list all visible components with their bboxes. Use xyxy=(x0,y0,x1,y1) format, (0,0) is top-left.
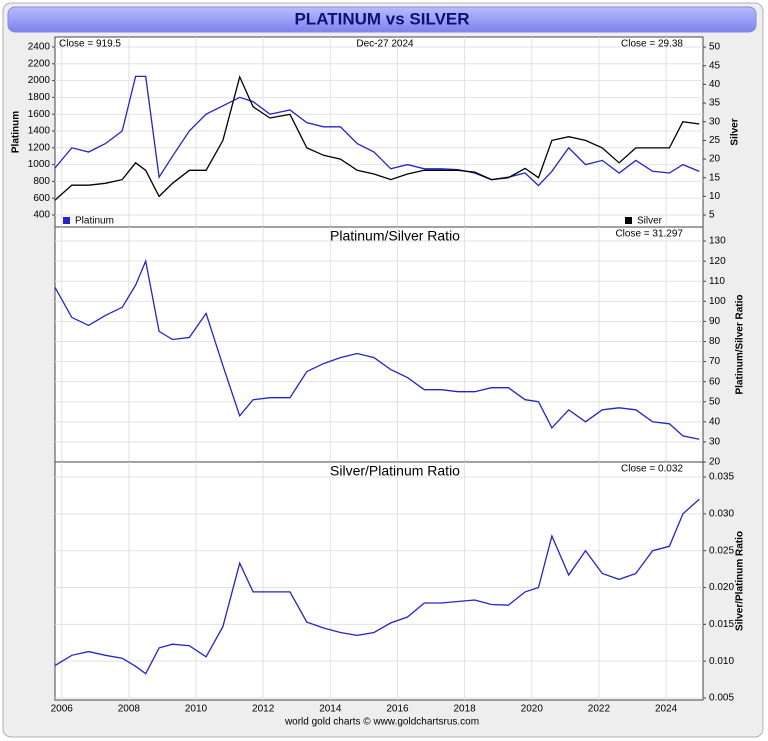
x-tick-label: 2014 xyxy=(319,704,342,715)
x-tick-label: 2006 xyxy=(51,704,74,715)
title-bar xyxy=(7,6,757,33)
y-tick-label: 70 xyxy=(709,356,721,367)
y-tick-label: 60 xyxy=(709,376,721,387)
close-note: Close = 31.297 xyxy=(615,229,683,240)
panel-title: Silver/Platinum Ratio xyxy=(330,463,460,479)
panel-title: Platinum/Silver Ratio xyxy=(330,228,460,244)
y-tick-label: 1200 xyxy=(28,142,51,153)
date-note: Dec-27 2024 xyxy=(356,39,414,50)
y-tick-label: 40 xyxy=(709,416,721,427)
legend-swatch xyxy=(63,217,70,224)
y2-tick-label: 40 xyxy=(709,79,721,90)
y-tick-label: 120 xyxy=(709,256,726,267)
close-note: Close = 29.38 xyxy=(621,39,683,50)
legend-swatch xyxy=(625,217,632,224)
y-tick-label: 0.015 xyxy=(709,619,734,630)
y-tick-label: 80 xyxy=(709,336,721,347)
legend-label: Platinum xyxy=(75,216,114,227)
y-axis-label: Platinum xyxy=(11,111,22,153)
y2-axis-label: Silver xyxy=(730,118,741,145)
y-tick-label: 50 xyxy=(709,396,721,407)
y2-tick-label: 45 xyxy=(709,60,721,71)
series-line xyxy=(54,258,700,440)
y2-tick-label: 20 xyxy=(709,154,721,165)
y2-tick-label: 5 xyxy=(709,210,715,221)
y-tick-label: 0.005 xyxy=(709,693,734,704)
x-tick-label: 2022 xyxy=(588,704,611,715)
y-tick-label: 0.020 xyxy=(709,582,734,593)
y-tick-label: 400 xyxy=(33,210,50,221)
y-tick-label: 2400 xyxy=(28,42,51,53)
y2-tick-label: 25 xyxy=(709,135,721,146)
x-tick-label: 2020 xyxy=(521,704,544,715)
x-tick-label: 2012 xyxy=(252,704,275,715)
y-axis-label: Platinum/Silver Ratio xyxy=(735,294,746,394)
close-note: Close = 919.5 xyxy=(59,39,121,50)
x-tick-label: 2010 xyxy=(185,704,208,715)
series-line xyxy=(54,75,700,187)
y-tick-label: 2200 xyxy=(28,58,51,69)
y-tick-label: 20 xyxy=(709,457,721,468)
y-tick-label: 1600 xyxy=(28,109,51,120)
y-tick-label: 600 xyxy=(33,193,50,204)
y-tick-label: 110 xyxy=(709,276,725,287)
legend-label: Silver xyxy=(637,216,663,227)
y-tick-label: 130 xyxy=(709,236,726,247)
y-tick-label: 1000 xyxy=(28,159,51,170)
y-tick-label: 2000 xyxy=(28,75,51,86)
y-tick-label: 800 xyxy=(33,176,50,187)
y2-tick-label: 35 xyxy=(709,98,721,109)
plot-area xyxy=(54,36,704,701)
y-tick-label: 100 xyxy=(709,296,726,307)
close-note: Close = 0.032 xyxy=(621,464,683,475)
chart-title: PLATINUM vs SILVER xyxy=(294,9,469,28)
y-tick-label: 0.010 xyxy=(709,656,734,667)
series-line xyxy=(54,74,700,201)
x-tick-label: 2018 xyxy=(453,704,476,715)
y-tick-label: 1400 xyxy=(28,126,51,137)
series-line xyxy=(54,498,700,675)
y-tick-label: 90 xyxy=(709,316,721,327)
x-tick-label: 2016 xyxy=(386,704,409,715)
y-tick-label: 0.025 xyxy=(709,545,734,556)
x-tick-label: 2008 xyxy=(118,704,141,715)
y2-tick-label: 10 xyxy=(709,191,721,202)
y2-tick-label: 50 xyxy=(709,42,721,53)
x-tick-label: 2024 xyxy=(655,704,678,715)
y2-tick-label: 15 xyxy=(709,172,721,183)
y-tick-label: 1800 xyxy=(28,92,51,103)
y2-tick-label: 30 xyxy=(709,116,721,127)
y-tick-label: 30 xyxy=(709,437,721,448)
y-tick-label: 0.030 xyxy=(709,508,734,519)
y-axis-label: Silver/Platinum Ratio xyxy=(735,531,746,631)
y-tick-label: 0.035 xyxy=(709,472,734,483)
source: world gold charts © www.goldchartsrus.co… xyxy=(284,717,479,728)
